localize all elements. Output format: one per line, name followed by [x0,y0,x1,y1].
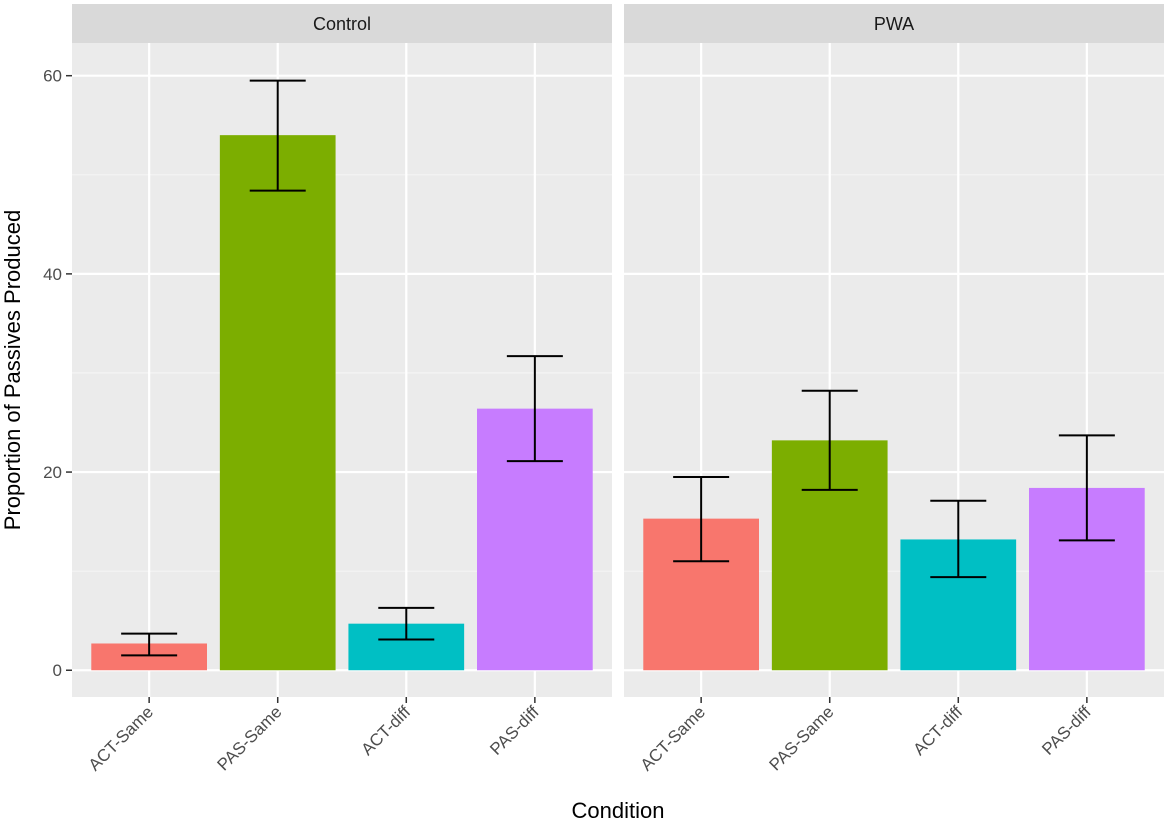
error-bar [121,632,178,657]
x-tick-label: ACT-Same [637,702,709,774]
strip-control [72,4,612,43]
x-tick-label: ACT-diff [357,702,414,759]
panel-control: Control ACT-Same PAS-Same ACT-diff PAS-diff [72,4,612,775]
y-tick-label: 40 [43,265,62,284]
x-tick-label: PAS-Same [214,702,286,774]
x-tick-label: PAS-Same [766,702,838,774]
x-tick-label: PAS-diff [1038,702,1095,759]
panel-pwa: PWA ACT-Same PAS-Same ACT-diff PAS-diff [624,4,1164,775]
error-bar [673,476,730,563]
error-bar [506,355,563,463]
error-bar [801,389,858,491]
strip-pwa [624,4,1164,43]
error-bar [249,79,306,192]
strip-label-control: Control [313,14,371,34]
y-tick-label: 60 [43,67,62,86]
x-tick-label: PAS-diff [486,702,543,759]
error-bar [378,606,435,641]
y-tick-label: 20 [43,463,62,482]
error-bar [930,499,987,579]
bar-control-pas-same [219,135,336,671]
x-tick-label: ACT-Same [85,702,157,774]
error-bar [1058,434,1115,542]
x-axis-title: Condition [572,798,665,823]
strip-label-pwa: PWA [874,14,914,34]
y-tick-label: 0 [53,661,62,680]
y-axis: 0 20 40 60 [43,67,72,680]
y-axis-title: Proportion of Passives Produced [0,210,25,530]
x-tick-label: ACT-diff [909,702,966,759]
